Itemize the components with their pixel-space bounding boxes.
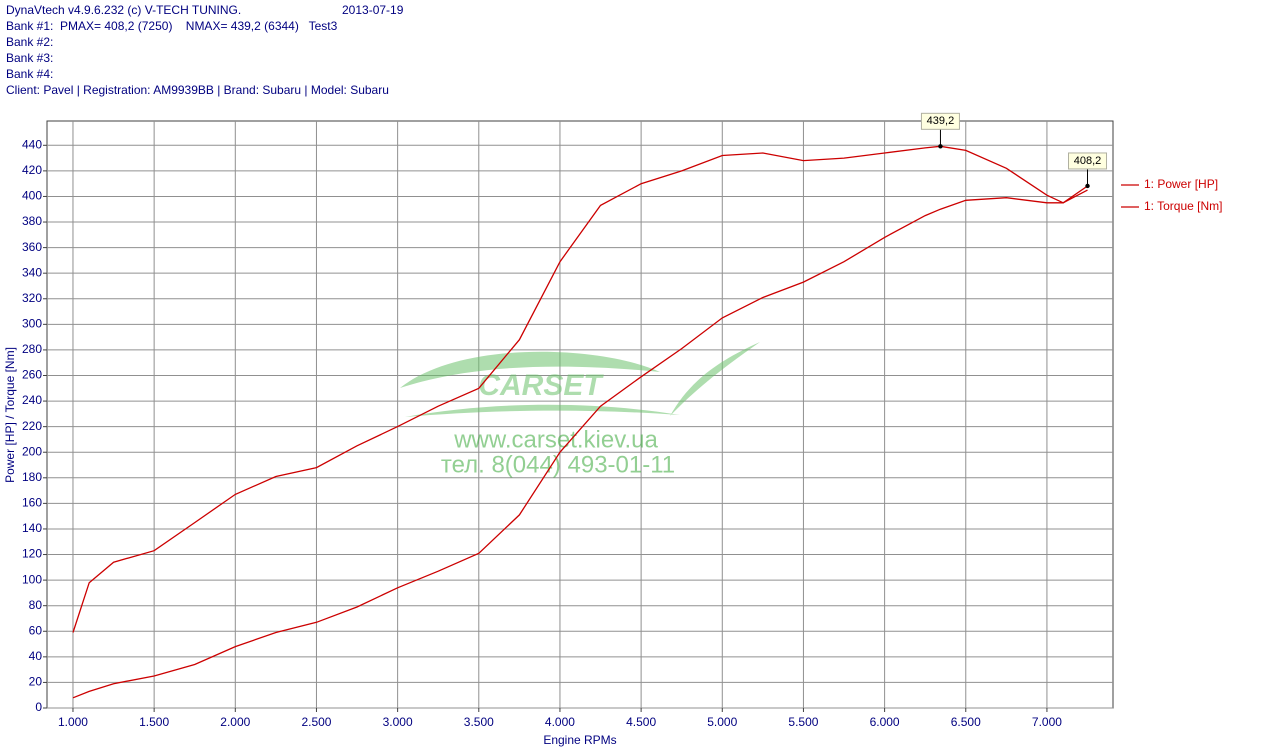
y-tick-label: 0 bbox=[35, 700, 42, 714]
x-tick-label: 2.500 bbox=[301, 715, 331, 729]
annotation-label: 408,2 bbox=[1074, 155, 1102, 167]
x-tick-label: 3.500 bbox=[464, 715, 494, 729]
x-tick-label: 7.000 bbox=[1032, 715, 1062, 729]
bank-line: Bank #2: bbox=[6, 35, 54, 49]
annotation-point bbox=[938, 144, 943, 149]
x-tick-label: 5.000 bbox=[707, 715, 737, 729]
y-tick-label: 180 bbox=[22, 470, 42, 484]
y-tick-label: 440 bbox=[22, 137, 42, 151]
annotation-point bbox=[1085, 183, 1090, 189]
series-line bbox=[72, 185, 1088, 699]
y-tick-label: 100 bbox=[22, 572, 42, 586]
x-tick-label: 1.500 bbox=[139, 715, 169, 729]
y-tick-label: 360 bbox=[22, 240, 42, 254]
x-tick-label: 3.000 bbox=[383, 715, 413, 729]
x-tick-label: 1.000 bbox=[58, 715, 88, 729]
y-tick-label: 300 bbox=[22, 317, 42, 331]
watermark-swoosh bbox=[405, 404, 680, 417]
bank-line: Bank #4: bbox=[6, 67, 54, 81]
legend-label: 1: Torque [Nm] bbox=[1144, 199, 1222, 213]
program-name: DynaVtech v4.9.6.232 (c) V-TECH TUNING. bbox=[6, 3, 242, 17]
x-axis-label: Engine RPMs bbox=[543, 733, 616, 747]
annotation-box bbox=[920, 112, 960, 130]
y-tick-label: 60 bbox=[29, 623, 43, 637]
plot-area bbox=[46, 120, 1114, 709]
annotation-label: 439,2 bbox=[927, 115, 955, 127]
annotation-box bbox=[1068, 152, 1108, 170]
y-tick-label: 40 bbox=[29, 649, 43, 663]
series-line bbox=[72, 145, 1088, 633]
test-date: 2013-07-19 bbox=[342, 3, 404, 17]
x-tick-label: 5.500 bbox=[788, 715, 818, 729]
y-axis-label: Power [HP] / Torque [Nm] bbox=[3, 347, 17, 483]
x-tick-label: 4.000 bbox=[545, 715, 575, 729]
y-tick-label: 280 bbox=[22, 342, 42, 356]
y-tick-label: 340 bbox=[22, 265, 42, 279]
y-tick-label: 260 bbox=[22, 368, 42, 382]
y-tick-label: 120 bbox=[22, 547, 42, 561]
bank-line: Bank #3: bbox=[6, 51, 54, 65]
x-tick-label: 6.500 bbox=[951, 715, 981, 729]
y-tick-label: 80 bbox=[29, 598, 43, 612]
y-tick-label: 200 bbox=[22, 444, 42, 458]
y-tick-label: 400 bbox=[22, 189, 42, 203]
y-tick-label: 240 bbox=[22, 393, 42, 407]
y-tick-label: 220 bbox=[22, 419, 42, 433]
client-line: Client: Pavel | Registration: AM9939BB |… bbox=[6, 83, 389, 97]
x-tick-label: 4.500 bbox=[626, 715, 656, 729]
y-tick-label: 140 bbox=[22, 521, 42, 535]
legend-label: 1: Power [HP] bbox=[1144, 177, 1218, 191]
grid bbox=[47, 121, 1113, 709]
y-tick-label: 320 bbox=[22, 291, 42, 305]
x-tick-label: 6.000 bbox=[870, 715, 900, 729]
y-tick-label: 420 bbox=[22, 163, 42, 177]
y-tick-label: 20 bbox=[29, 675, 43, 689]
bank-line: Bank #1: PMAX= 408,2 (7250) NMAX= 439,2 … bbox=[6, 19, 338, 33]
watermark-brand: CARSET bbox=[478, 369, 604, 402]
watermark-url: www.carset.kiev.ua bbox=[453, 426, 658, 453]
y-tick-label: 160 bbox=[22, 496, 42, 510]
watermark-swoosh bbox=[400, 351, 660, 388]
x-tick-label: 2.000 bbox=[220, 715, 250, 729]
y-tick-label: 380 bbox=[22, 214, 42, 228]
